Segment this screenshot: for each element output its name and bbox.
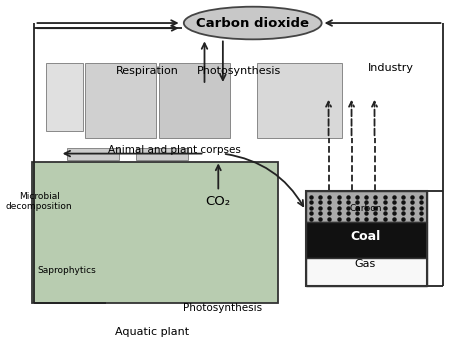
Text: Animal and plant corpses: Animal and plant corpses	[108, 145, 241, 155]
Text: Carbon: Carbon	[349, 204, 382, 213]
Bar	[158, 62, 230, 138]
Text: Coal: Coal	[350, 229, 381, 243]
Bar	[257, 62, 342, 138]
Text: Gas: Gas	[355, 258, 376, 268]
Bar	[306, 191, 428, 286]
Bar	[67, 148, 119, 160]
Ellipse shape	[184, 7, 322, 39]
Bar	[136, 148, 188, 160]
Bar	[306, 221, 428, 258]
Text: Industry: Industry	[368, 63, 414, 73]
Text: Microbial
decomposition: Microbial decomposition	[6, 192, 73, 211]
Bar	[306, 191, 428, 221]
Text: Photosynthesis: Photosynthesis	[183, 303, 263, 313]
Text: Carbon dioxide: Carbon dioxide	[196, 17, 309, 30]
Bar	[32, 162, 278, 303]
Text: CO₂: CO₂	[206, 195, 231, 208]
Text: Aquatic plant: Aquatic plant	[115, 327, 189, 337]
Text: Respiration: Respiration	[116, 66, 179, 76]
Bar	[46, 62, 83, 131]
Text: Photosynthesis: Photosynthesis	[197, 66, 281, 76]
Bar	[306, 258, 428, 286]
Text: Saprophytics: Saprophytics	[37, 266, 96, 275]
Bar	[85, 62, 156, 138]
